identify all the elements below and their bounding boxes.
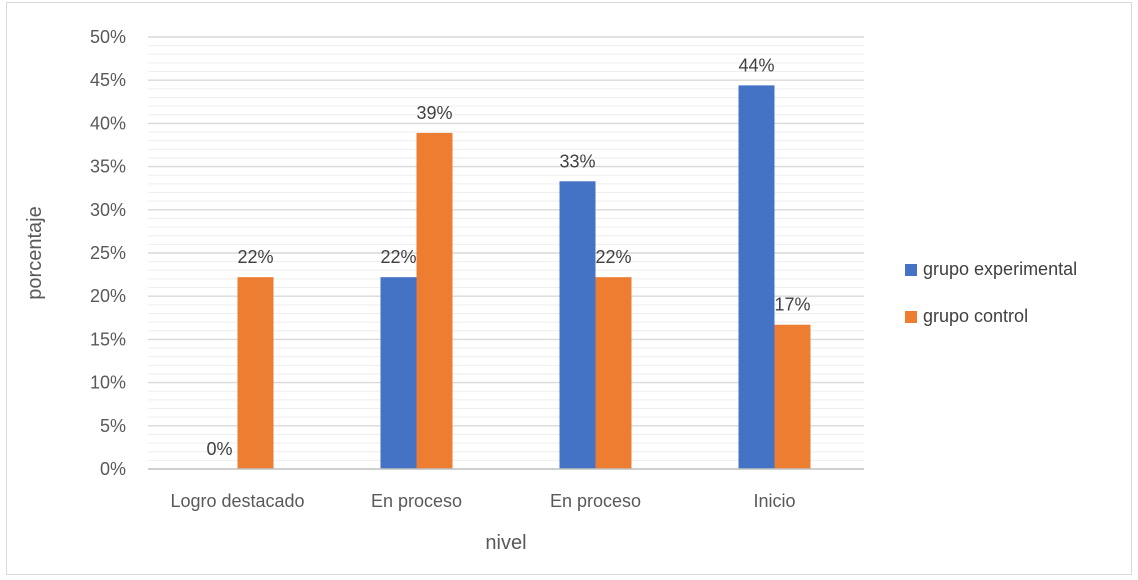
y-tick-label: 30%: [90, 200, 126, 220]
y-axis-title: porcentaje: [24, 206, 46, 299]
legend-label: grupo experimental: [923, 259, 1077, 279]
y-tick-label: 20%: [90, 286, 126, 306]
legend-swatch: [905, 311, 917, 323]
bar-grupo-control-0: [237, 277, 274, 469]
y-tick-label: 15%: [90, 329, 126, 349]
y-tick-label: 10%: [90, 373, 126, 393]
x-category-label: Inicio: [753, 491, 795, 511]
data-label: 39%: [416, 103, 452, 123]
y-axis-tick-labels: 0% 5% 10% 15% 20% 25% 30% 35% 40% 45% 50%: [90, 27, 126, 479]
data-label: 22%: [595, 247, 631, 267]
x-category-label: Logro destacado: [170, 491, 304, 511]
bars: [237, 85, 811, 470]
data-label: 33%: [559, 151, 595, 171]
y-tick-label: 5%: [100, 416, 126, 436]
data-labels: 0% 22% 22% 39% 33% 22% 44% 17%: [206, 55, 810, 459]
y-tick-label: 35%: [90, 157, 126, 177]
x-category-label: En proceso: [550, 491, 641, 511]
y-tick-label: 50%: [90, 27, 126, 47]
y-tick-label: 40%: [90, 113, 126, 133]
bar-grupo-control-1: [416, 132, 453, 470]
data-label: 17%: [774, 295, 810, 315]
data-label: 44%: [738, 55, 774, 75]
legend: grupo experimental grupo control: [905, 259, 1077, 326]
y-tick-label: 0%: [100, 459, 126, 479]
data-label: 0%: [206, 439, 232, 459]
bar-grupo-experimental-2: [559, 181, 596, 469]
chart-frame: 0% 5% 10% 15% 20% 25% 30% 35% 40% 45% 50% 0% 22% 22%…: [6, 2, 1132, 575]
x-axis-category-labels: Logro destacado En proceso En proceso Inici…: [170, 491, 795, 511]
bar-grupo-experimental-1: [380, 277, 417, 469]
data-label: 22%: [380, 247, 416, 267]
bar-grupo-control-2: [595, 277, 632, 469]
bar-chart: 0% 5% 10% 15% 20% 25% 30% 35% 40% 45% 50% 0% 22% 22%…: [24, 27, 1077, 554]
legend-label: grupo control: [923, 306, 1028, 326]
data-label: 22%: [237, 247, 273, 267]
x-axis-title: nivel: [485, 532, 526, 554]
bar-grupo-control-3: [774, 324, 811, 469]
x-category-label: En proceso: [371, 491, 462, 511]
y-tick-label: 45%: [90, 70, 126, 90]
bar-grupo-experimental-3: [738, 85, 775, 469]
legend-swatch: [905, 264, 917, 276]
y-tick-label: 25%: [90, 243, 126, 263]
